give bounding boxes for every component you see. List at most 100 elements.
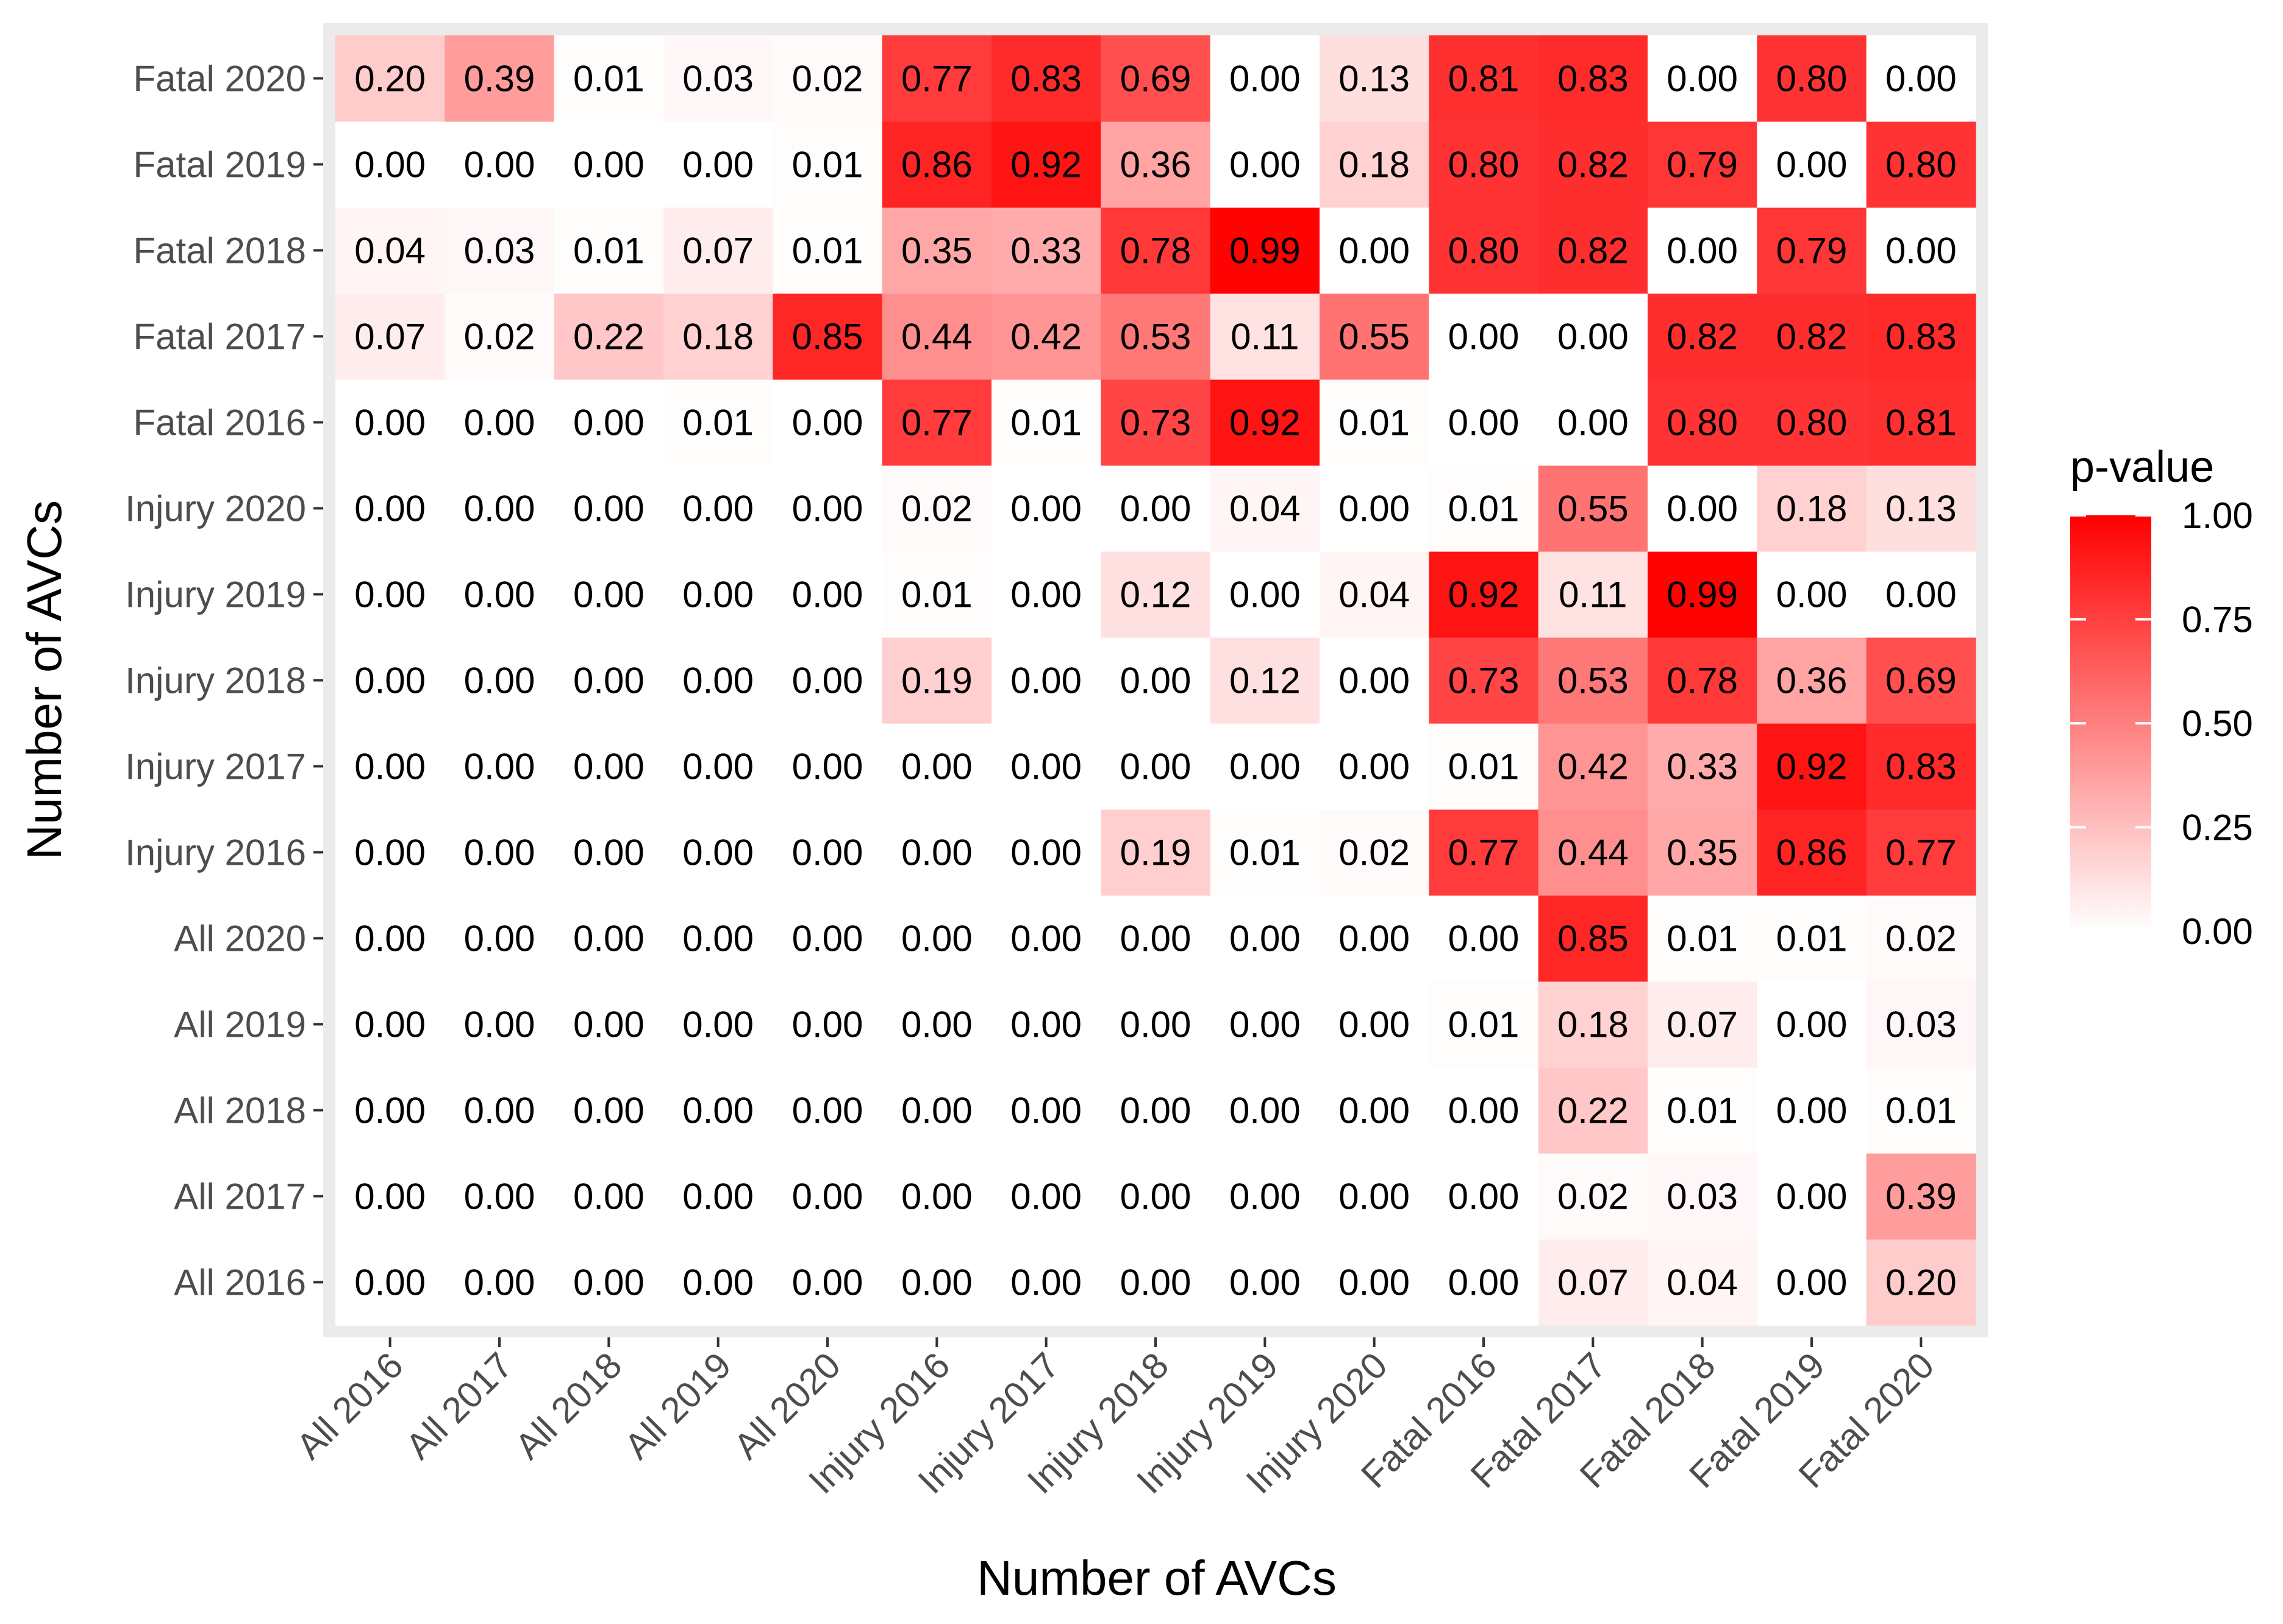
cell-value-label: 0.80 (1448, 231, 1520, 271)
heatmap-cell (663, 1067, 773, 1154)
heatmap-cell (991, 723, 1101, 810)
heatmap-cell (1101, 1239, 1211, 1326)
cell-value-label: 0.01 (1667, 1090, 1738, 1131)
cell-value-label: 0.82 (1776, 317, 1848, 357)
cell-value-label: 0.00 (1120, 1176, 1192, 1217)
cell-value-label: 0.00 (1120, 660, 1192, 701)
cell-value-label: 0.80 (1776, 402, 1848, 443)
cell-value-label: 0.00 (1338, 1176, 1410, 1217)
cell-value-label: 0.00 (1557, 317, 1629, 357)
cell-value-label: 0.42 (1010, 317, 1082, 357)
cell-value-label: 0.82 (1557, 145, 1629, 185)
heatmap-cell (335, 723, 445, 810)
heatmap-cell (445, 379, 555, 466)
cell-value-label: 0.86 (901, 145, 973, 185)
cell-value-label: 0.78 (1120, 231, 1192, 271)
cell-value-label: 0.00 (1229, 145, 1301, 185)
cell-value-label: 0.00 (1120, 1004, 1192, 1045)
heatmap-cell (1648, 207, 1757, 294)
heatmap-cell (773, 723, 883, 810)
cell-value-label: 0.00 (1776, 1004, 1848, 1045)
heatmap-cell (1101, 121, 1211, 208)
heatmap-cell (773, 981, 883, 1068)
heatmap-cell (663, 981, 773, 1068)
cell-value-label: 0.04 (354, 231, 426, 271)
cell-value-label: 0.39 (1885, 1176, 1957, 1217)
heatmap-cell (1320, 895, 1429, 982)
heatmap-cell (663, 809, 773, 896)
cell-value-label: 0.00 (354, 832, 426, 873)
heatmap-cell (335, 293, 445, 380)
cell-value-label: 0.00 (573, 1004, 645, 1045)
heatmap-cell (335, 35, 445, 122)
heatmap-cell (773, 895, 883, 982)
heatmap-cell (1757, 1239, 1867, 1326)
cell-value-label: 0.00 (1448, 402, 1520, 443)
cell-value-label: 0.00 (1229, 918, 1301, 959)
heatmap-cell (663, 723, 773, 810)
heatmap-cell (991, 895, 1101, 982)
heatmap-cell (991, 981, 1101, 1068)
heatmap-cell (882, 1239, 992, 1326)
heatmap-cell (882, 637, 992, 724)
cell-value-label: 0.44 (901, 317, 973, 357)
heatmap-cell (1757, 637, 1867, 724)
cell-value-label: 0.00 (1010, 1262, 1082, 1303)
y-tick-label: Fatal 2019 (133, 145, 306, 185)
cell-value-label: 0.00 (1448, 918, 1520, 959)
heatmap-cell (991, 465, 1101, 552)
cell-value-label: 0.00 (901, 1090, 973, 1131)
heatmap-cell (445, 121, 555, 208)
cell-value-label: 0.81 (1448, 59, 1520, 99)
heatmap-cell (1101, 809, 1211, 896)
cell-value-label: 0.01 (1229, 832, 1301, 873)
heatmap-cell (1320, 207, 1429, 294)
heatmap-cell (991, 809, 1101, 896)
cell-value-label: 0.12 (1229, 660, 1301, 701)
cell-value-label: 0.00 (573, 1090, 645, 1131)
y-tick-label: All 2018 (174, 1090, 306, 1131)
cell-value-label: 0.36 (1776, 660, 1848, 701)
cell-value-label: 0.01 (1448, 488, 1520, 529)
heatmap-cell (445, 637, 555, 724)
heatmap-cell (1320, 551, 1429, 638)
heatmap-cell (1648, 809, 1757, 896)
heatmap-cell (1210, 1239, 1320, 1326)
heatmap-cell (1101, 293, 1211, 380)
cell-value-label: 0.00 (901, 832, 973, 873)
y-tick-label: All 2020 (174, 918, 306, 959)
cell-value-label: 0.53 (1120, 317, 1192, 357)
heatmap-cell (445, 895, 555, 982)
heatmap-cell (1757, 1153, 1867, 1240)
cell-value-label: 0.77 (1885, 832, 1957, 873)
cell-value-label: 0.00 (682, 660, 754, 701)
heatmap-cell (1866, 293, 1976, 380)
cell-value-label: 0.00 (354, 1004, 426, 1045)
cell-value-label: 0.18 (682, 317, 754, 357)
heatmap-cell (882, 1153, 992, 1240)
cell-value-label: 0.00 (464, 1090, 535, 1131)
cell-value-label: 0.33 (1667, 746, 1738, 787)
cell-value-label: 0.00 (354, 1262, 426, 1303)
cell-value-label: 0.00 (792, 918, 863, 959)
cell-value-label: 0.00 (682, 574, 754, 615)
heatmap-cell (1101, 1067, 1211, 1154)
cell-value-label: 0.00 (464, 574, 535, 615)
heatmap-cell (1648, 551, 1757, 638)
cell-value-label: 0.00 (354, 402, 426, 443)
heatmap-cell (1320, 637, 1429, 724)
cell-value-label: 0.01 (682, 402, 754, 443)
cell-value-label: 0.01 (1448, 1004, 1520, 1045)
heatmap-cell (1538, 1153, 1648, 1240)
heatmap-cell (1757, 981, 1867, 1068)
cell-value-label: 0.42 (1557, 746, 1629, 787)
heatmap-cell (882, 207, 992, 294)
heatmap-cell (1320, 1239, 1429, 1326)
cell-value-label: 0.00 (1229, 59, 1301, 99)
heatmap-cell (1866, 981, 1976, 1068)
heatmap-cell (1648, 981, 1757, 1068)
heatmap-cell (1429, 981, 1539, 1068)
heatmap-cell (1648, 1067, 1757, 1154)
cell-value-label: 0.13 (1885, 488, 1957, 529)
cell-value-label: 0.19 (901, 660, 973, 701)
